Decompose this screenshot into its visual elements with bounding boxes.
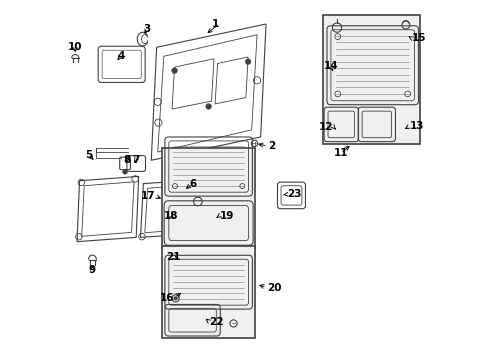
Circle shape (205, 104, 211, 109)
Text: 4: 4 (117, 51, 124, 61)
Circle shape (122, 169, 127, 174)
Text: 2: 2 (267, 141, 274, 151)
Text: 5: 5 (85, 150, 92, 160)
Text: 13: 13 (408, 121, 423, 131)
Bar (162, 246, 255, 338)
Text: 16: 16 (160, 293, 174, 303)
Text: 6: 6 (188, 179, 196, 189)
Text: 20: 20 (266, 283, 281, 293)
Text: 7: 7 (132, 154, 139, 165)
Text: 18: 18 (163, 211, 178, 221)
Text: 1: 1 (212, 19, 219, 29)
Text: 22: 22 (209, 317, 224, 327)
Text: 12: 12 (318, 122, 333, 132)
Bar (323, 15, 419, 144)
Text: 9: 9 (89, 265, 96, 275)
Circle shape (174, 297, 177, 300)
Circle shape (244, 59, 250, 64)
Text: 21: 21 (166, 252, 181, 262)
Text: 3: 3 (143, 24, 150, 35)
Text: 14: 14 (324, 61, 338, 71)
Text: 15: 15 (411, 33, 426, 43)
Text: 8: 8 (123, 154, 130, 165)
Text: 23: 23 (287, 189, 302, 199)
Bar (162, 148, 255, 248)
Circle shape (171, 68, 177, 73)
Text: 19: 19 (219, 211, 233, 221)
Text: 17: 17 (141, 191, 155, 201)
Text: 11: 11 (333, 148, 347, 158)
Text: 10: 10 (68, 42, 82, 52)
